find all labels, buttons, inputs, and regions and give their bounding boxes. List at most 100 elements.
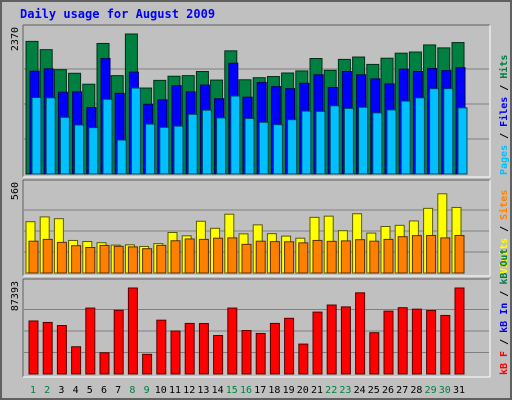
bar-pages-day-21 <box>315 110 326 175</box>
bar-kb-f-day-6 <box>99 352 110 375</box>
x-tick-label-day-6: 6 <box>101 385 107 396</box>
x-tick-label-day-30: 30 <box>439 385 451 396</box>
bar-pages-day-8 <box>130 87 141 175</box>
bar-pages-day-12 <box>187 113 198 175</box>
bar-kb-f-day-8 <box>127 287 138 375</box>
x-tick-label-day-11: 11 <box>169 385 181 396</box>
bar-sites-day-28 <box>411 235 422 274</box>
x-tick-label-day-2: 2 <box>44 385 50 396</box>
bar-sites-day-14 <box>213 237 224 274</box>
bar-pages-day-5 <box>88 127 99 175</box>
bar-sites-day-15 <box>227 237 238 274</box>
bar-sites-day-20 <box>298 242 309 274</box>
bar-sites-day-2 <box>42 238 53 274</box>
bar-pages-day-11 <box>173 125 184 175</box>
bar-sites-day-3 <box>56 241 67 274</box>
legend-entry-hits: Hits <box>498 55 510 79</box>
bar-sites-day-21 <box>312 239 323 274</box>
x-tick-label-day-22: 22 <box>325 385 337 396</box>
x-tick-label-day-13: 13 <box>197 385 209 396</box>
bar-kb-f-day-12 <box>184 322 195 375</box>
bar-pages-day-19 <box>287 119 298 175</box>
bar-kb-f-day-1 <box>28 320 39 375</box>
bar-kb-f-day-22 <box>326 304 337 375</box>
bar-sites-day-13 <box>198 238 209 274</box>
bar-kb-f-day-9 <box>142 353 153 375</box>
x-tick-label-day-17: 17 <box>254 385 266 396</box>
legend-separator: / <box>499 220 510 238</box>
bar-kb-f-day-23 <box>340 306 351 375</box>
bar-kb-f-day-4 <box>71 346 82 375</box>
series-legend-bottom: kB F / kB In / kB Out <box>499 249 510 375</box>
bar-sites-day-7 <box>113 245 124 274</box>
bar-kb-f-day-15 <box>227 307 238 375</box>
y-max-label: 87393 <box>10 281 21 311</box>
bar-pages-day-29 <box>429 88 440 175</box>
bar-sites-day-4 <box>71 245 82 274</box>
bar-pages-day-18 <box>272 124 283 175</box>
x-tick-label-day-26: 26 <box>382 385 394 396</box>
bar-sites-day-6 <box>99 244 110 274</box>
x-tick-label-day-5: 5 <box>87 385 93 396</box>
bar-kb-f-day-11 <box>170 330 181 375</box>
bar-sites-day-12 <box>184 238 195 274</box>
x-tick-label-day-12: 12 <box>183 385 195 396</box>
bar-pages-day-24 <box>358 106 369 175</box>
bar-pages-day-26 <box>386 109 397 175</box>
bar-sites-day-27 <box>397 236 408 274</box>
x-tick-label-day-16: 16 <box>240 385 252 396</box>
x-tick-label-day-10: 10 <box>155 385 167 396</box>
bar-sites-day-17 <box>255 240 266 274</box>
legend-entry-kb-f: kB F <box>499 351 510 375</box>
bar-sites-day-1 <box>28 240 39 274</box>
bar-sites-day-25 <box>369 240 380 274</box>
bar-pages-day-15 <box>230 95 241 175</box>
bar-pages-day-31 <box>457 107 468 175</box>
x-tick-label-day-4: 4 <box>73 385 79 396</box>
x-tick-label-day-3: 3 <box>58 385 64 396</box>
bar-kb-f-day-5 <box>85 307 96 375</box>
y-max-label: 560 <box>10 182 21 200</box>
bar-pages-day-13 <box>201 109 212 175</box>
bar-sites-day-30 <box>440 237 451 274</box>
bar-sites-day-26 <box>383 238 394 274</box>
bar-kb-f-day-13 <box>198 323 209 375</box>
bar-pages-day-23 <box>343 107 354 175</box>
bar-pages-day-14 <box>216 117 227 175</box>
bar-pages-day-1 <box>31 97 42 175</box>
x-tick-label-day-9: 9 <box>144 385 150 396</box>
bar-sites-day-16 <box>241 243 252 274</box>
bar-kb-f-day-2 <box>42 321 53 375</box>
bar-pages-day-20 <box>301 110 312 175</box>
legend-separator: / <box>499 79 510 97</box>
series-legend-middle: Visits / Sites <box>498 190 510 274</box>
bar-sites-day-31 <box>454 235 465 274</box>
bar-kb-f-day-3 <box>56 325 67 375</box>
bar-kb-f-day-29 <box>426 310 437 375</box>
bar-kb-f-day-17 <box>255 332 266 375</box>
bar-pages-day-27 <box>400 100 411 175</box>
legend-entry-visits: Visits <box>498 238 510 274</box>
bar-sites-day-10 <box>156 244 167 274</box>
bar-sites-day-18 <box>269 241 280 274</box>
bar-kb-f-day-16 <box>241 330 252 375</box>
bar-sites-day-9 <box>142 248 153 274</box>
x-tick-label-day-19: 19 <box>283 385 295 396</box>
legend-entry-kb-in: kB In <box>499 303 510 333</box>
bar-pages-day-28 <box>414 97 425 175</box>
bar-sites-day-19 <box>284 241 295 274</box>
bar-kb-f-day-28 <box>411 308 422 375</box>
bar-pages-day-3 <box>59 116 70 175</box>
bar-kb-f-day-18 <box>269 322 280 375</box>
x-tick-label-day-28: 28 <box>410 385 422 396</box>
bar-sites-day-23 <box>340 240 351 274</box>
bar-pages-day-17 <box>258 121 269 175</box>
legend-entry-pages: Pages <box>499 145 510 175</box>
bar-pages-day-2 <box>45 97 56 175</box>
x-tick-label-day-23: 23 <box>339 385 351 396</box>
bar-pages-day-10 <box>159 126 170 175</box>
x-tick-label-day-7: 7 <box>115 385 121 396</box>
bar-pages-day-22 <box>329 105 340 175</box>
bar-kb-f-day-27 <box>397 307 408 375</box>
